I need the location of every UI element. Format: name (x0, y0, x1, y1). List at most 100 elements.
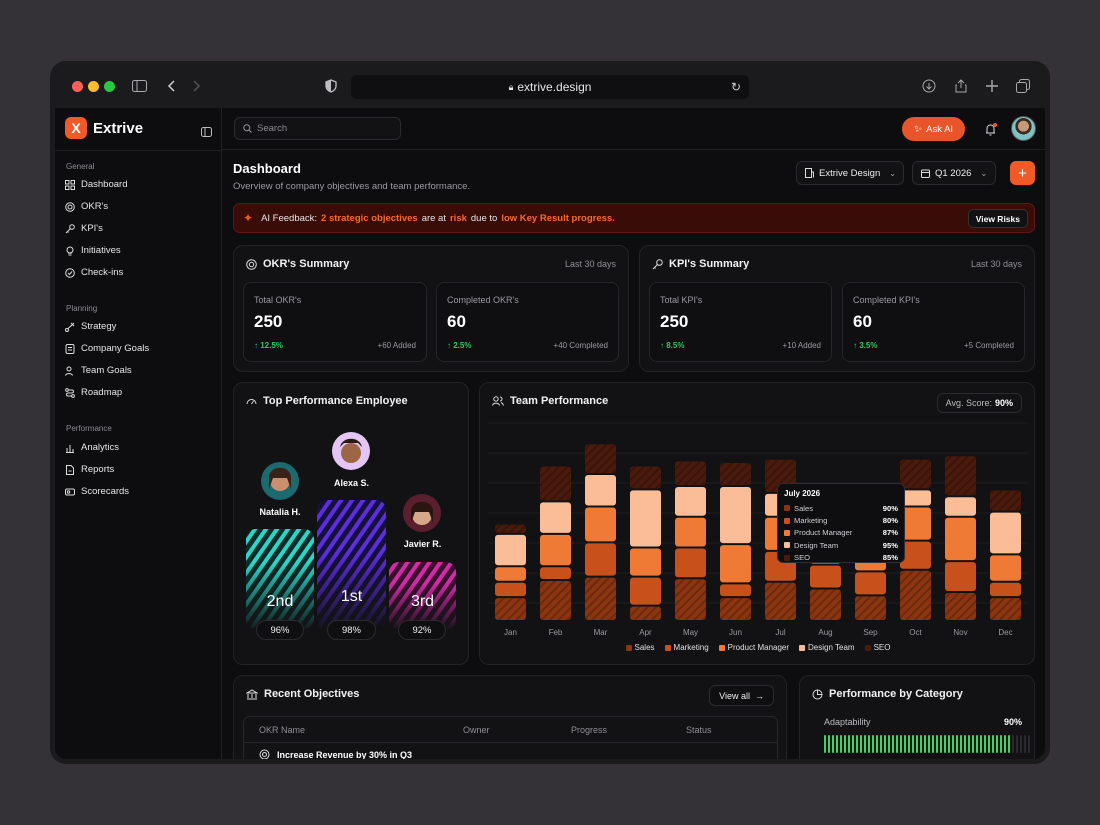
pie-icon (812, 689, 823, 699)
sidebar-item-reports[interactable]: Reports (65, 464, 114, 475)
progress-tick (868, 735, 870, 753)
bar-segment-product-manager[interactable] (495, 567, 526, 581)
stat-completed-kpis: Completed KPI's 60 ↑ 3.5% +5 Completed (842, 282, 1025, 362)
range-label: Last 30 days (970, 259, 1022, 269)
sidebar-item-initiatives[interactable]: Initiatives (65, 245, 121, 256)
bar-segment-marketing[interactable] (630, 577, 661, 605)
sidebar-item-company-goals[interactable]: Company Goals (65, 343, 149, 354)
bar-segment-product-manager[interactable] (540, 534, 571, 566)
bar-segment-design-team[interactable] (675, 486, 706, 516)
bar-segment-product-manager[interactable] (585, 507, 616, 542)
bar-segment-marketing[interactable] (495, 582, 526, 597)
legend-swatch (799, 644, 806, 651)
logo-mark: X (65, 117, 87, 139)
sidebar-item-okrs[interactable]: OKR's (65, 201, 108, 212)
top-employee-card: Top Performance Employee (233, 382, 469, 665)
sidebar-item-checkins[interactable]: Check-ins (65, 267, 123, 278)
bar-segment-design-team[interactable] (585, 475, 616, 506)
sidebar-item-dashboard[interactable]: Dashboard (65, 179, 127, 190)
bar-segment-design-team[interactable] (495, 534, 526, 566)
add-button[interactable]: + (1010, 161, 1035, 185)
team-performance-card: Team Performance Avg. Score: 90% Jan Feb M… (479, 382, 1035, 665)
tabs-overview-icon[interactable] (1013, 76, 1033, 96)
building-icon (805, 168, 814, 178)
view-all-button[interactable]: View all → (709, 685, 774, 706)
sidebar-item-kpis[interactable]: KPI's (65, 223, 103, 234)
bar-segment-product-manager[interactable] (720, 545, 751, 583)
sidebar-toggle-icon[interactable] (129, 76, 149, 96)
maximize-window-button[interactable] (104, 81, 115, 92)
forward-icon[interactable] (187, 76, 207, 96)
alert-highlight-progress: low Key Result progress. (501, 212, 615, 224)
bar-segment-marketing[interactable] (720, 584, 751, 597)
okr-summary-card: OKR's Summary Last 30 days Total OKR's 2… (233, 245, 629, 372)
page-subtitle: Overview of company objectives and team … (233, 181, 471, 192)
sparkle-icon: ✦ (243, 211, 254, 225)
minimize-window-button[interactable] (88, 81, 99, 92)
bar-segment-product-manager[interactable] (990, 555, 1021, 581)
close-window-button[interactable] (72, 81, 83, 92)
bar-segment-marketing[interactable] (810, 565, 841, 588)
objectives-table: OKR Name Owner Progress Status Increase … (243, 716, 778, 759)
table-row[interactable]: Increase Revenue by 30% in Q3 (244, 744, 777, 759)
progress-tick (1016, 735, 1018, 753)
search-input[interactable]: Search (234, 117, 401, 140)
sidebar-item-strategy[interactable]: Strategy (65, 321, 116, 332)
check-circle-icon (65, 267, 75, 278)
bar-segment-marketing[interactable] (900, 541, 931, 569)
collapse-sidebar-icon[interactable] (201, 124, 212, 142)
bar-segment-product-manager[interactable] (945, 517, 976, 561)
reload-icon[interactable]: ↻ (730, 80, 741, 94)
bar-segment-product-manager[interactable] (630, 548, 661, 576)
main-content: Dashboard Overview of company objectives… (222, 150, 1045, 759)
bar-segment-design-team[interactable] (630, 490, 661, 547)
bar-segment-marketing[interactable] (675, 548, 706, 578)
bar-segment-design-team[interactable] (945, 497, 976, 516)
bell-icon[interactable] (985, 123, 997, 141)
back-icon[interactable] (161, 76, 181, 96)
kpi-summary-card: KPI's Summary Last 30 days Total KPI's 2… (639, 245, 1035, 372)
bar-segment-marketing[interactable] (945, 562, 976, 591)
address-bar[interactable]: 🔒︎ extrive.design ↻ (351, 75, 749, 99)
bar-hatch (495, 598, 526, 620)
sidebar-item-scorecards[interactable]: Scorecards (65, 486, 129, 497)
sidebar-item-roadmap[interactable]: Roadmap (65, 387, 122, 398)
progress-tick (848, 735, 850, 753)
bar-segment-product-manager[interactable] (675, 517, 706, 547)
sidebar-item-label: OKR's (81, 201, 109, 212)
sidebar-item-team-goals[interactable]: Team Goals (65, 365, 132, 376)
column-okr-name: OKR Name (259, 725, 306, 735)
sidebar-item-analytics[interactable]: Analytics (65, 442, 119, 453)
bar-hatch (630, 466, 661, 489)
download-icon[interactable] (919, 76, 939, 96)
legend-swatch (625, 644, 632, 651)
bar-hatch (495, 524, 526, 533)
bulb-icon (66, 246, 74, 255)
bar-hatch (810, 589, 841, 620)
ask-ai-button[interactable]: ✨︎ Ask AI (902, 117, 965, 141)
bar-segment-product-manager[interactable] (900, 507, 931, 540)
bar-segment-design-team[interactable] (900, 490, 931, 506)
shield-icon[interactable] (321, 76, 341, 96)
user-avatar[interactable] (1011, 116, 1036, 141)
sidebar-item-label: Initiatives (81, 245, 121, 256)
bar-segment-marketing[interactable] (855, 572, 886, 595)
bar-segment-marketing[interactable] (540, 567, 571, 579)
new-tab-icon[interactable] (982, 76, 1002, 96)
avg-score-badge: Avg. Score: 90% (936, 393, 1022, 413)
share-icon[interactable] (951, 76, 971, 96)
period-select[interactable]: Q1 2026 ⌄ (912, 161, 996, 185)
bar-segment-design-team[interactable] (990, 512, 1021, 554)
progress-tick (856, 735, 858, 753)
workspace-select[interactable]: Extrive Design ⌄ (796, 161, 904, 185)
bar-segment-marketing[interactable] (990, 582, 1021, 597)
tooltip-label: SEO (794, 553, 811, 563)
bar-segment-design-team[interactable] (720, 486, 751, 544)
app-logo[interactable]: X Extrive (65, 117, 143, 139)
view-risks-button[interactable]: View Risks (967, 209, 1028, 228)
x-tick-label: Jun (729, 628, 742, 637)
category-label: Adaptability (824, 717, 871, 727)
podium-bar-fade (246, 563, 314, 629)
bar-segment-marketing[interactable] (585, 543, 616, 576)
bar-segment-design-team[interactable] (540, 502, 571, 533)
